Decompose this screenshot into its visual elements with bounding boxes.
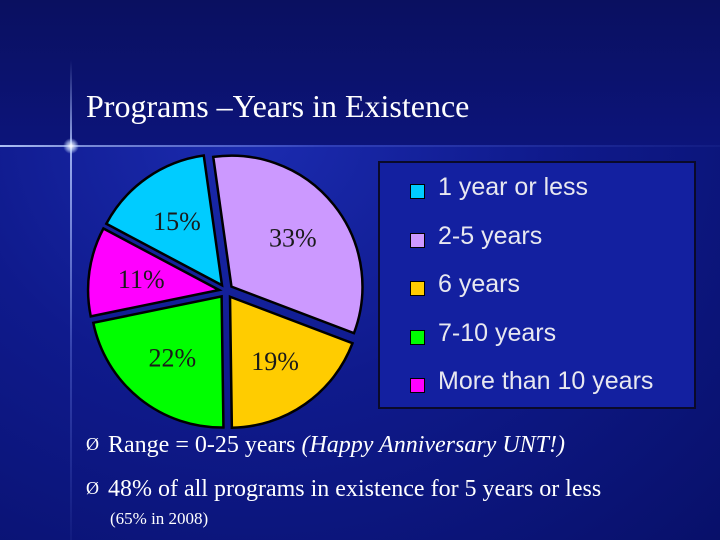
bullet-range-emphasis: (Happy Anniversary UNT!) <box>301 432 566 458</box>
pie-slice-1-year-or-less <box>104 154 224 288</box>
bullet-share-text: 48% of all programs in existence for 5 y… <box>108 476 602 502</box>
pie-data-label: 33% <box>269 224 317 253</box>
pie-data-label: 19% <box>251 347 299 376</box>
pie-data-label: 15% <box>153 207 201 236</box>
legend-swatch <box>410 184 425 199</box>
pie-slice-7-10-years <box>91 294 225 429</box>
title-band <box>0 0 720 145</box>
pie-slice-more-than-10-years <box>86 226 223 318</box>
bullet-range-text: Range = 0-25 years <box>108 432 302 458</box>
decorative-vertical-line <box>70 60 72 540</box>
decorative-sparkle <box>63 138 79 154</box>
pie-data-label: 22% <box>149 344 197 373</box>
footnote: (65% in 2008) <box>110 509 209 528</box>
bullet-arrow-icon: Ø <box>86 434 99 454</box>
legend-label: More than 10 years <box>438 367 654 395</box>
legend-swatch <box>410 281 425 296</box>
legend-swatch <box>410 232 425 248</box>
legend-label: 2-5 years <box>438 221 543 250</box>
legend-swatch <box>410 329 425 345</box>
decorative-horizontal-line <box>0 145 720 147</box>
bullet-arrow-icon: Ø <box>86 478 99 498</box>
pie-slice-2-5-years <box>211 154 364 335</box>
legend-label: 1 year or less <box>438 173 589 201</box>
chart-legend: 1 year or less 2-5 years 6 years 7-10 years… <box>378 161 696 409</box>
slide-title: Programs –Years in Existence <box>86 88 470 124</box>
legend-swatch <box>410 378 425 393</box>
pie-data-label: 11% <box>118 265 165 294</box>
legend-label: 6 years <box>438 270 520 298</box>
legend-label: 7-10 years <box>438 318 557 347</box>
pie-slice-6-years <box>228 294 355 429</box>
